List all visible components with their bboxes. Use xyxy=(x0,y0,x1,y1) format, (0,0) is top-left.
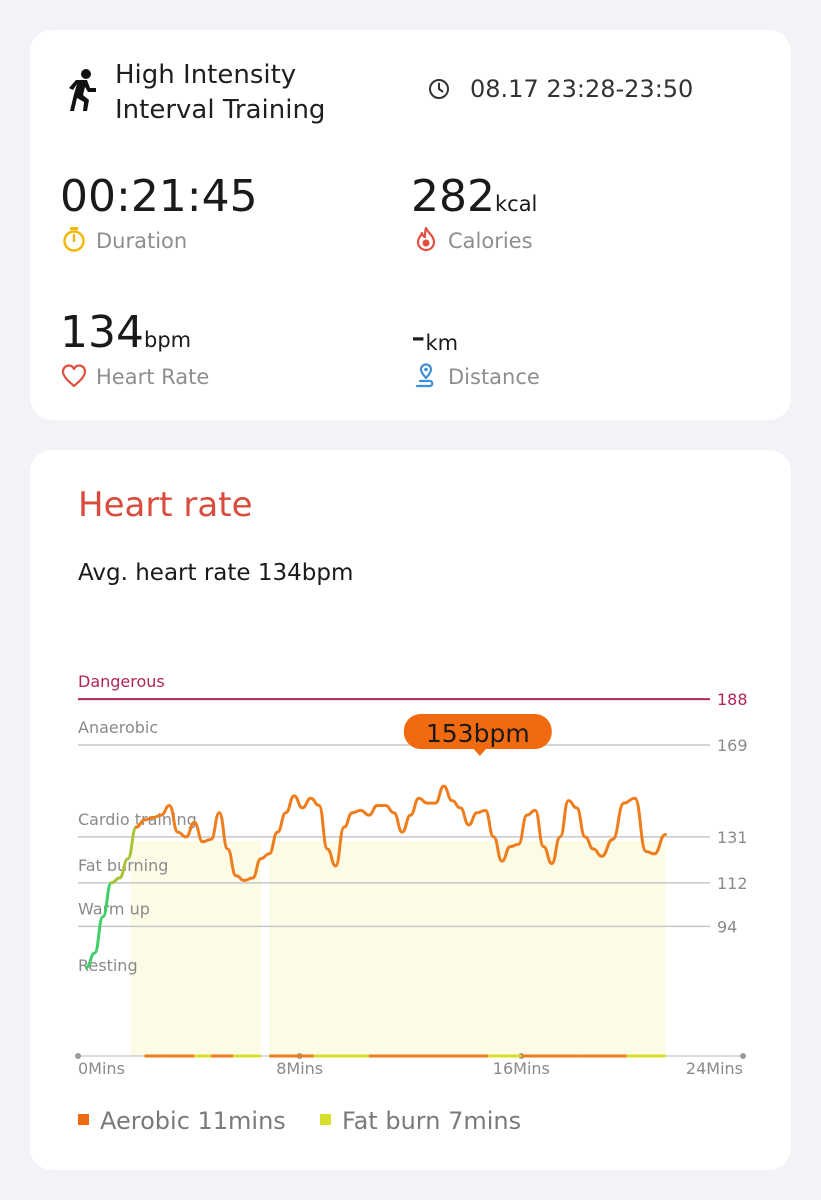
legend-swatch-fat-burn xyxy=(320,1114,331,1125)
zone-label-2: Cardio training xyxy=(78,810,197,829)
heart-rate-card: Heart rate Avg. heart rate 134bpm 188 Dan… xyxy=(30,450,791,1170)
heart-rate-chart: 188 Dangerous 169 Anaerobic 131 Cardio traini… xyxy=(75,672,748,1078)
calories-number: 282 xyxy=(411,171,495,222)
heart-rate-line-segment-2 xyxy=(134,784,667,882)
average-heart-rate: Avg. heart rate 134bpm xyxy=(78,560,354,586)
calories-unit: kcal xyxy=(494,192,538,216)
x-tick-label-0: 0Mins xyxy=(78,1059,125,1078)
zone-value-1: 169 xyxy=(717,736,748,755)
x-tick-label-3: 24Mins xyxy=(686,1059,743,1078)
heart-rate-line-segment-0 xyxy=(84,876,122,970)
hiit-runner-icon xyxy=(69,69,96,111)
x-tick-dot-0 xyxy=(75,1053,81,1059)
stopwatch-icon xyxy=(63,227,85,252)
zone-label-1: Anaerobic xyxy=(78,718,158,737)
zone-value-0: 188 xyxy=(717,690,748,709)
distance-unit: km xyxy=(425,331,459,355)
zone-value-4: 94 xyxy=(717,917,737,936)
zone-label-4: Warm up xyxy=(78,899,150,918)
zone-value-3: 112 xyxy=(717,874,748,893)
duration-value: 00:21:45 xyxy=(60,171,258,222)
workout-time-range: 08.17 23:28-23:50 xyxy=(470,75,694,103)
duration-label: Duration xyxy=(96,229,188,253)
peak-callout-pointer xyxy=(472,748,487,756)
flame-icon xyxy=(416,226,436,252)
heart-rate-title: Heart rate xyxy=(78,485,253,525)
workout-summary-card: High Intensity Interval Training 08.17 2… xyxy=(30,30,791,420)
heart-rate-unit: bpm xyxy=(143,328,192,352)
calories-value: 282kcal xyxy=(411,172,537,229)
calories-label: Calories xyxy=(448,229,533,253)
distance-value: -km xyxy=(411,312,458,368)
legend-swatch-aerobic xyxy=(78,1114,89,1125)
location-pin-icon xyxy=(415,363,434,388)
peak-callout-label: 153bpm xyxy=(426,719,530,748)
distance-label: Distance xyxy=(448,365,540,389)
legend-fat-burn: Fat burn 7mins xyxy=(342,1107,522,1135)
x-tick-label-2: 16Mins xyxy=(493,1059,550,1078)
heart-rate-value: 134bpm xyxy=(60,308,191,365)
zone-value-2: 131 xyxy=(717,828,748,847)
peak-callout-bubble xyxy=(403,714,552,749)
distance-number: - xyxy=(411,314,426,360)
workout-name: High Intensity Interval Training xyxy=(115,60,326,125)
x-tick-label-1: 8Mins xyxy=(276,1059,323,1078)
zone-label-0: Dangerous xyxy=(78,672,165,691)
heart-icon xyxy=(61,364,87,388)
x-tick-dot-3 xyxy=(740,1053,746,1059)
heart-rate-number: 134 xyxy=(60,307,144,358)
shaded-region-1 xyxy=(269,840,666,1056)
heart-rate-label: Heart Rate xyxy=(96,365,210,389)
clock-icon xyxy=(429,79,449,99)
zone-label-5: Resting xyxy=(78,956,138,975)
legend-aerobic: Aerobic 11mins xyxy=(100,1107,286,1135)
